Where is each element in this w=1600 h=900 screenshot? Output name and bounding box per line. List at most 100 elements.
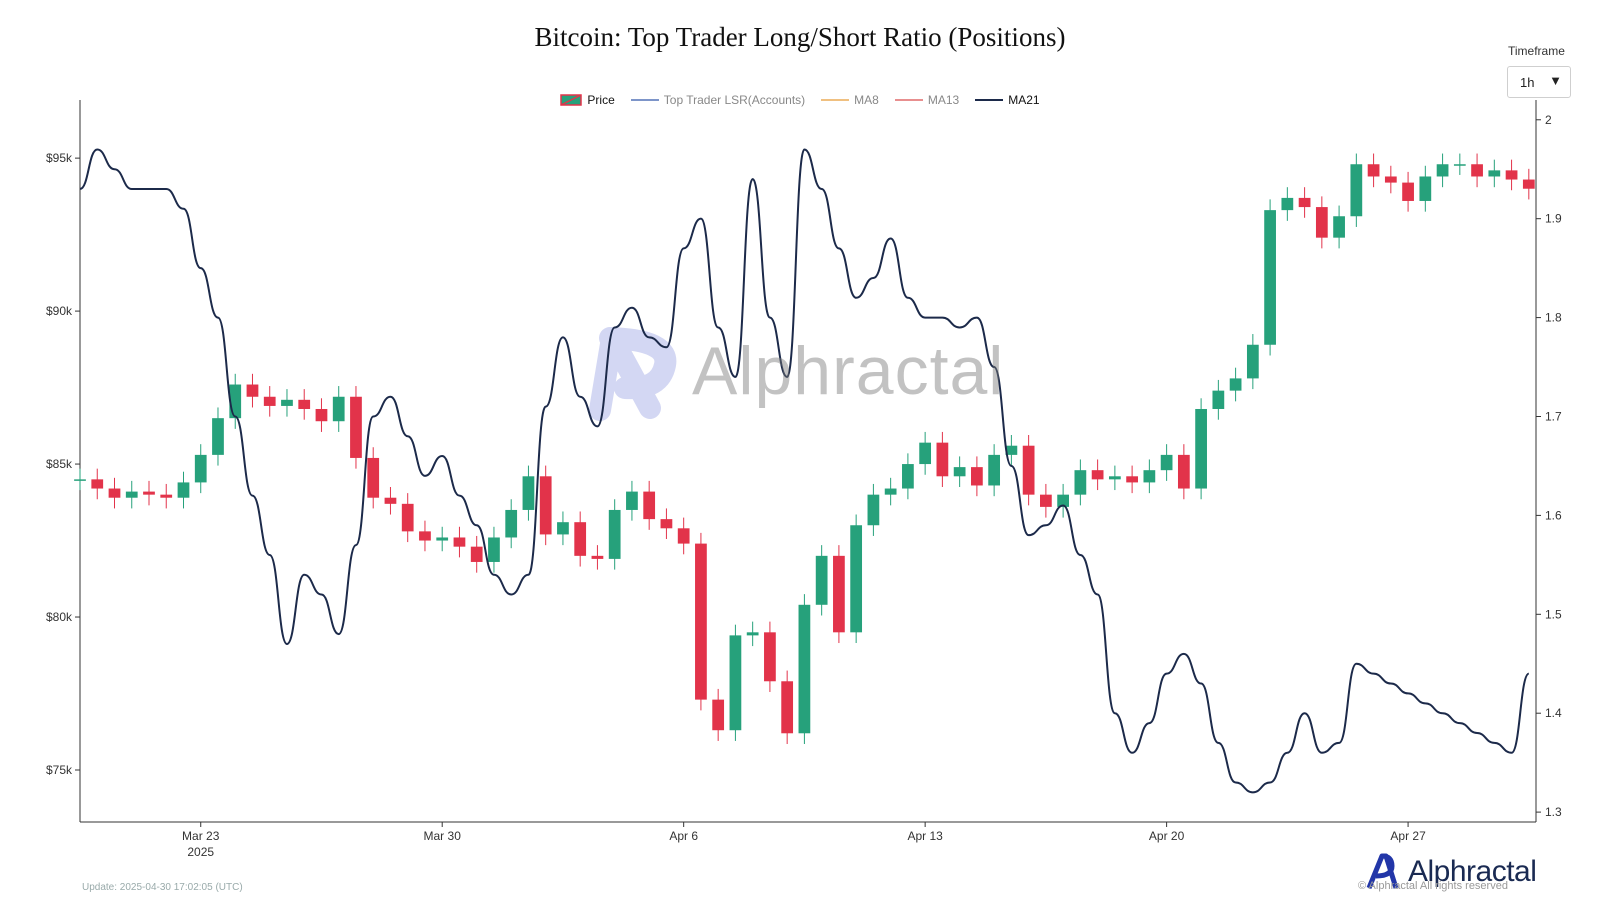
price-candle (453, 537, 466, 547)
price-candle (1436, 164, 1449, 177)
price-candle (177, 482, 190, 498)
price-candle (902, 464, 914, 489)
price-candle (522, 476, 535, 510)
price-candle (1471, 164, 1483, 177)
x-tick-label: Apr 20 (1149, 829, 1185, 843)
price-candle (281, 399, 293, 406)
price-candle (488, 537, 500, 562)
y-left-tick-label: $95k (46, 151, 73, 165)
candle-icon (560, 94, 583, 106)
price-candle (1143, 470, 1156, 483)
price-candle (660, 519, 673, 529)
chart-legend: Price Top Trader LSR(Accounts) MA8 MA13 … (0, 93, 1600, 107)
legend-item-lsr[interactable]: Top Trader LSR(Accounts) (630, 93, 806, 107)
legend-item-ma8[interactable]: MA8 (821, 93, 879, 107)
price-candle (695, 543, 707, 700)
y-right-tick-label: 1.8 (1545, 311, 1562, 325)
chart-title: Bitcoin: Top Trader Long/Short Ratio (Po… (534, 22, 1066, 52)
price-candle (91, 479, 104, 489)
y-right-tick-label: 1.3 (1545, 805, 1562, 819)
price-candle (143, 491, 155, 495)
price-candle (1488, 170, 1501, 177)
price-candle (1074, 470, 1087, 495)
line-swatch-icon (975, 99, 1004, 101)
legend-label: MA21 (1008, 93, 1040, 107)
price-candle (436, 537, 449, 541)
price-candle (608, 509, 621, 559)
legend-label: MA13 (927, 93, 960, 107)
legend-item-price[interactable]: Price (560, 93, 615, 107)
price-candle (1315, 207, 1328, 238)
copyright-text: © Alphractal All rights reserved (1358, 880, 1508, 892)
price-candle (815, 555, 828, 605)
update-timestamp: Update: 2025-04-30 17:02:05 (UTC) (82, 882, 243, 893)
price-candle (729, 635, 742, 731)
price-candle (367, 457, 380, 498)
brand-name: Alphractal (1408, 855, 1537, 888)
line-swatch-icon (630, 99, 659, 101)
price-candle (246, 384, 259, 397)
price-candle (1402, 182, 1414, 201)
price-candle (1212, 390, 1225, 409)
price-candle (1419, 176, 1432, 201)
price-candle (557, 522, 569, 535)
price-candle (1350, 164, 1363, 217)
price-candle (867, 494, 880, 526)
price-candle (332, 396, 345, 422)
y-right-tick-label: 1.4 (1545, 706, 1562, 720)
x-tick-label: Apr 6 (669, 829, 698, 843)
y-right-tick-label: 1.9 (1545, 212, 1562, 226)
price-candle (1040, 494, 1052, 507)
price-candle (1126, 476, 1138, 483)
price-candle (419, 531, 431, 541)
price-candle (1281, 197, 1294, 211)
y-right-tick-label: 1.6 (1545, 508, 1562, 522)
y-right-tick-label: 2 (1545, 113, 1552, 127)
x-tick-sublabel: 2025 (187, 845, 214, 859)
y-left-tick-label: $75k (46, 763, 73, 777)
timeframe-select[interactable]: 1h ▼ (1507, 66, 1571, 98)
price-candle (1333, 216, 1345, 238)
timeframe-label: Timeframe (1508, 44, 1565, 58)
price-candle (1005, 445, 1018, 455)
price-candle (470, 546, 483, 562)
price-candle (798, 604, 811, 734)
price-candle (833, 555, 845, 633)
y-left-tick-label: $80k (46, 610, 73, 624)
price-candle (746, 632, 759, 636)
price-candle (781, 681, 794, 734)
price-candle (1177, 454, 1190, 489)
price-candle (953, 467, 966, 477)
price-candle (574, 522, 587, 556)
watermark-text: Alphractal (692, 333, 1005, 409)
price-candle (505, 509, 518, 538)
price-candle (936, 442, 949, 477)
alphractal-logo-icon (1366, 853, 1399, 889)
timeframe-value: 1h (1520, 75, 1535, 90)
price-candle (1091, 470, 1104, 480)
x-tick-label: Mar 30 (424, 829, 462, 843)
price-candle (539, 476, 552, 535)
legend-item-ma21[interactable]: MA21 (975, 93, 1040, 107)
legend-label: Top Trader LSR(Accounts) (663, 93, 806, 107)
ma21-series-line (79, 148, 1530, 794)
price-candle (160, 494, 173, 498)
price-candle (263, 396, 276, 406)
price-candle (1229, 378, 1242, 391)
price-candle (1246, 344, 1259, 379)
legend-label: Price (587, 93, 615, 107)
price-candle (212, 418, 224, 455)
price-candle (384, 497, 397, 504)
price-candle (108, 488, 121, 498)
price-candle (74, 479, 86, 481)
price-candle (988, 454, 1001, 486)
brand-logo: Alphractal (1364, 852, 1537, 892)
legend-item-ma13[interactable]: MA13 (894, 93, 960, 107)
price-candle (1298, 197, 1311, 208)
price-candle (1384, 176, 1397, 183)
x-tick-label: Apr 13 (907, 829, 943, 843)
price-candle (712, 699, 725, 731)
price-candle (1057, 494, 1069, 507)
price-candle (591, 555, 604, 559)
